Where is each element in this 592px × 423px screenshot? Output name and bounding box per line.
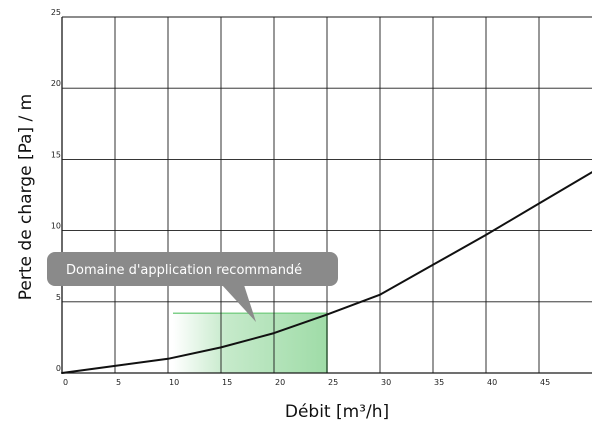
x-tick-label: 0: [63, 378, 68, 387]
x-tick-label: 5: [116, 378, 121, 387]
y-tick-label: 5: [56, 293, 61, 302]
recommended-range-callout: Domaine d'application recommandé: [47, 252, 338, 322]
y-tick-label: 10: [51, 222, 61, 231]
y-tick-label: 0: [56, 364, 61, 373]
series-line: [61, 171, 592, 374]
x-tick-label: 10: [169, 378, 179, 387]
y-tick-label: 20: [51, 79, 61, 88]
callout-label: Domaine d'application recommandé: [66, 263, 302, 278]
x-tick-label: 25: [328, 378, 338, 387]
x-tick-label: 35: [434, 378, 444, 387]
grid: [61, 16, 592, 374]
y-tick-label: 15: [51, 150, 61, 159]
x-tick-label: 30: [381, 378, 391, 387]
x-tick-label: 40: [487, 378, 497, 387]
callout-pointer: [222, 285, 256, 322]
x-tick-label: 45: [540, 378, 550, 387]
x-axis-title: Débit [m³/h]: [285, 402, 389, 422]
y-axis-title: Perte de charge [Pa] / m: [16, 94, 36, 300]
callout-box: [47, 252, 338, 286]
y-tick-label: 25: [51, 8, 61, 17]
x-tick-label: 20: [275, 378, 285, 387]
x-tick-label: 15: [222, 378, 232, 387]
